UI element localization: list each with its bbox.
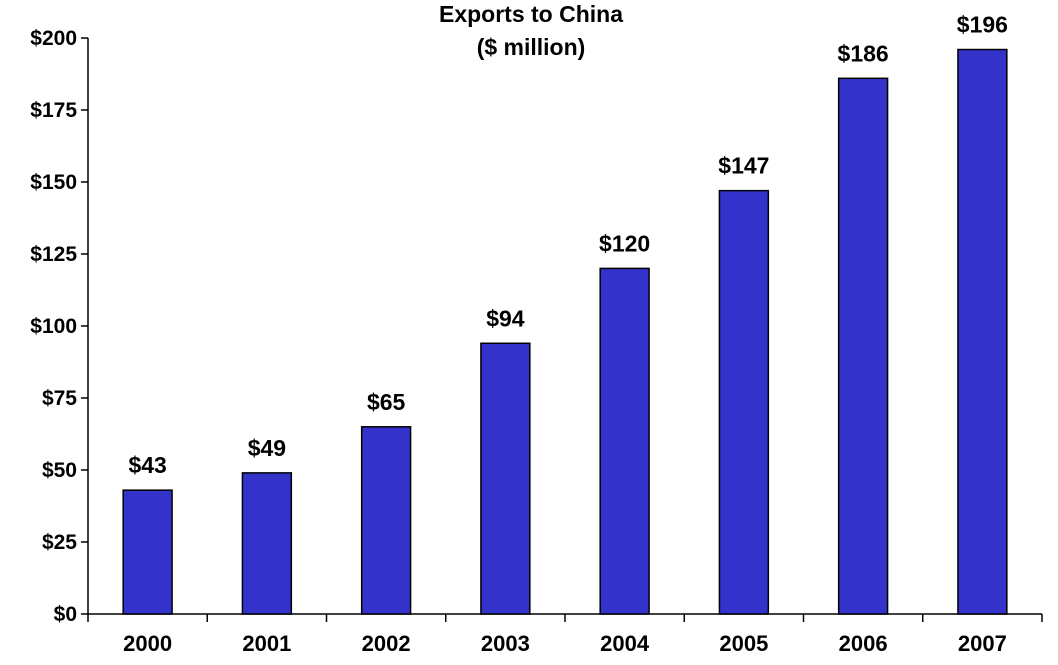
x-tick-label-2007: 2007 xyxy=(958,631,1007,656)
data-label-2006: $186 xyxy=(838,40,889,66)
y-tick-label: $0 xyxy=(54,603,77,626)
x-tick-label-2002: 2002 xyxy=(362,631,411,656)
data-label-2000: $43 xyxy=(128,452,166,478)
y-tick-label: $125 xyxy=(30,243,77,266)
y-tick-label: $150 xyxy=(30,171,77,194)
bars xyxy=(122,48,1008,615)
data-label-2002: $65 xyxy=(367,389,406,415)
bar-2001 xyxy=(241,472,293,615)
y-tick-label: $75 xyxy=(42,387,77,410)
data-label-2001: $49 xyxy=(248,435,286,461)
x-axis: 2000 2001 2002 2003 2004 2005 2006 2007 xyxy=(87,613,1043,656)
bar-2007 xyxy=(957,48,1008,615)
bar-2003 xyxy=(480,342,531,615)
x-tick-label-2003: 2003 xyxy=(481,631,530,656)
y-tick-label: $100 xyxy=(30,315,77,338)
bar-2002 xyxy=(360,426,412,615)
y-tick-label: $175 xyxy=(30,99,77,122)
data-labels: $43 $49 $65 $94 $120 $147 $186 $196 xyxy=(128,12,1008,479)
bar-2006 xyxy=(837,77,889,615)
bar-2000 xyxy=(122,489,173,615)
y-tick-label: $50 xyxy=(42,459,77,482)
x-tick-label-2001: 2001 xyxy=(242,631,291,656)
data-label-2005: $147 xyxy=(718,153,769,179)
y-axis: $0 $25 $50 $75 $100 $125 $150 $175 $200 xyxy=(30,27,89,626)
data-label-2004: $120 xyxy=(599,230,650,256)
chart-title: Exports to China xyxy=(439,1,623,27)
data-label-2003: $94 xyxy=(486,305,525,331)
x-tick-label-2004: 2004 xyxy=(600,631,650,656)
x-tick-label-2000: 2000 xyxy=(123,631,172,656)
x-tick-label-2006: 2006 xyxy=(839,631,888,656)
data-label-2007: $196 xyxy=(957,12,1008,38)
bar-2004 xyxy=(599,267,650,615)
y-tick-label: $25 xyxy=(42,531,77,554)
chart-subtitle: ($ million) xyxy=(477,34,586,60)
y-tick-label: $200 xyxy=(30,27,77,50)
x-tick-label-2005: 2005 xyxy=(719,631,768,656)
bar-2005 xyxy=(718,189,770,615)
